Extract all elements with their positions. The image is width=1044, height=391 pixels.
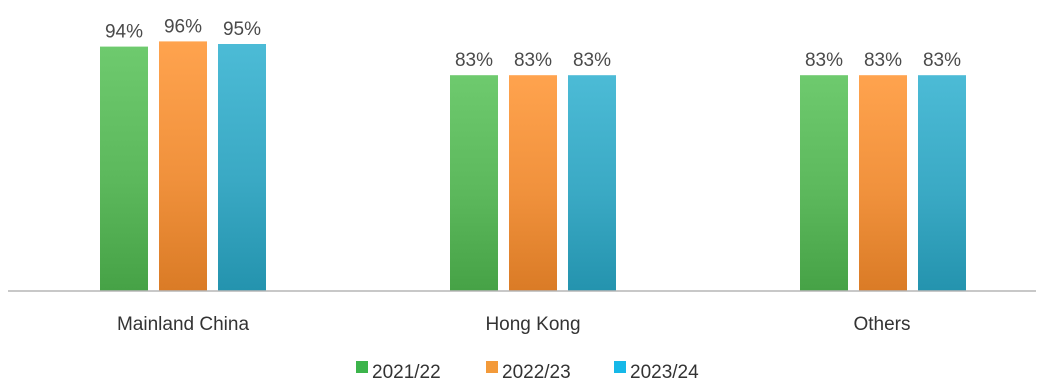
data-label: 96% [164,16,202,37]
data-label: 83% [923,50,961,71]
data-labels-layer: 94% 96% 95% 83% 83% 83% 83% 83% 83% [105,16,961,71]
legend-swatch [356,361,368,373]
bar-2023-24-others [918,75,966,291]
data-label: 83% [805,50,843,71]
legend-swatch [614,361,626,373]
data-label: 83% [514,50,552,71]
bars-layer [100,41,966,292]
bar-2021-22-mainland-china [100,46,148,291]
legend-label: 2021/22 [372,362,441,383]
data-label: 83% [455,50,493,71]
data-label: 83% [573,50,611,71]
bar-2023-24-mainland-china [218,44,266,291]
category-label: Others [853,314,910,335]
category-label: Hong Kong [485,314,580,335]
category-label: Mainland China [117,314,249,335]
bar-2021-22-hong-kong [450,75,498,291]
bar-2023-24-hong-kong [568,75,616,291]
data-label: 95% [223,19,261,40]
category-labels-layer: Mainland China Hong Kong Others [117,314,911,335]
legend-label: 2023/24 [630,362,699,383]
legend: 2021/22 2022/23 2023/24 [356,361,699,383]
data-label: 83% [864,50,902,71]
legend-swatch [486,361,498,373]
bar-2022-23-mainland-china [159,41,207,292]
bar-2022-23-hong-kong [509,75,557,291]
data-label: 94% [105,22,143,43]
bar-2022-23-others [859,75,907,291]
bar-2021-22-others [800,75,848,291]
legend-label: 2022/23 [502,362,571,383]
